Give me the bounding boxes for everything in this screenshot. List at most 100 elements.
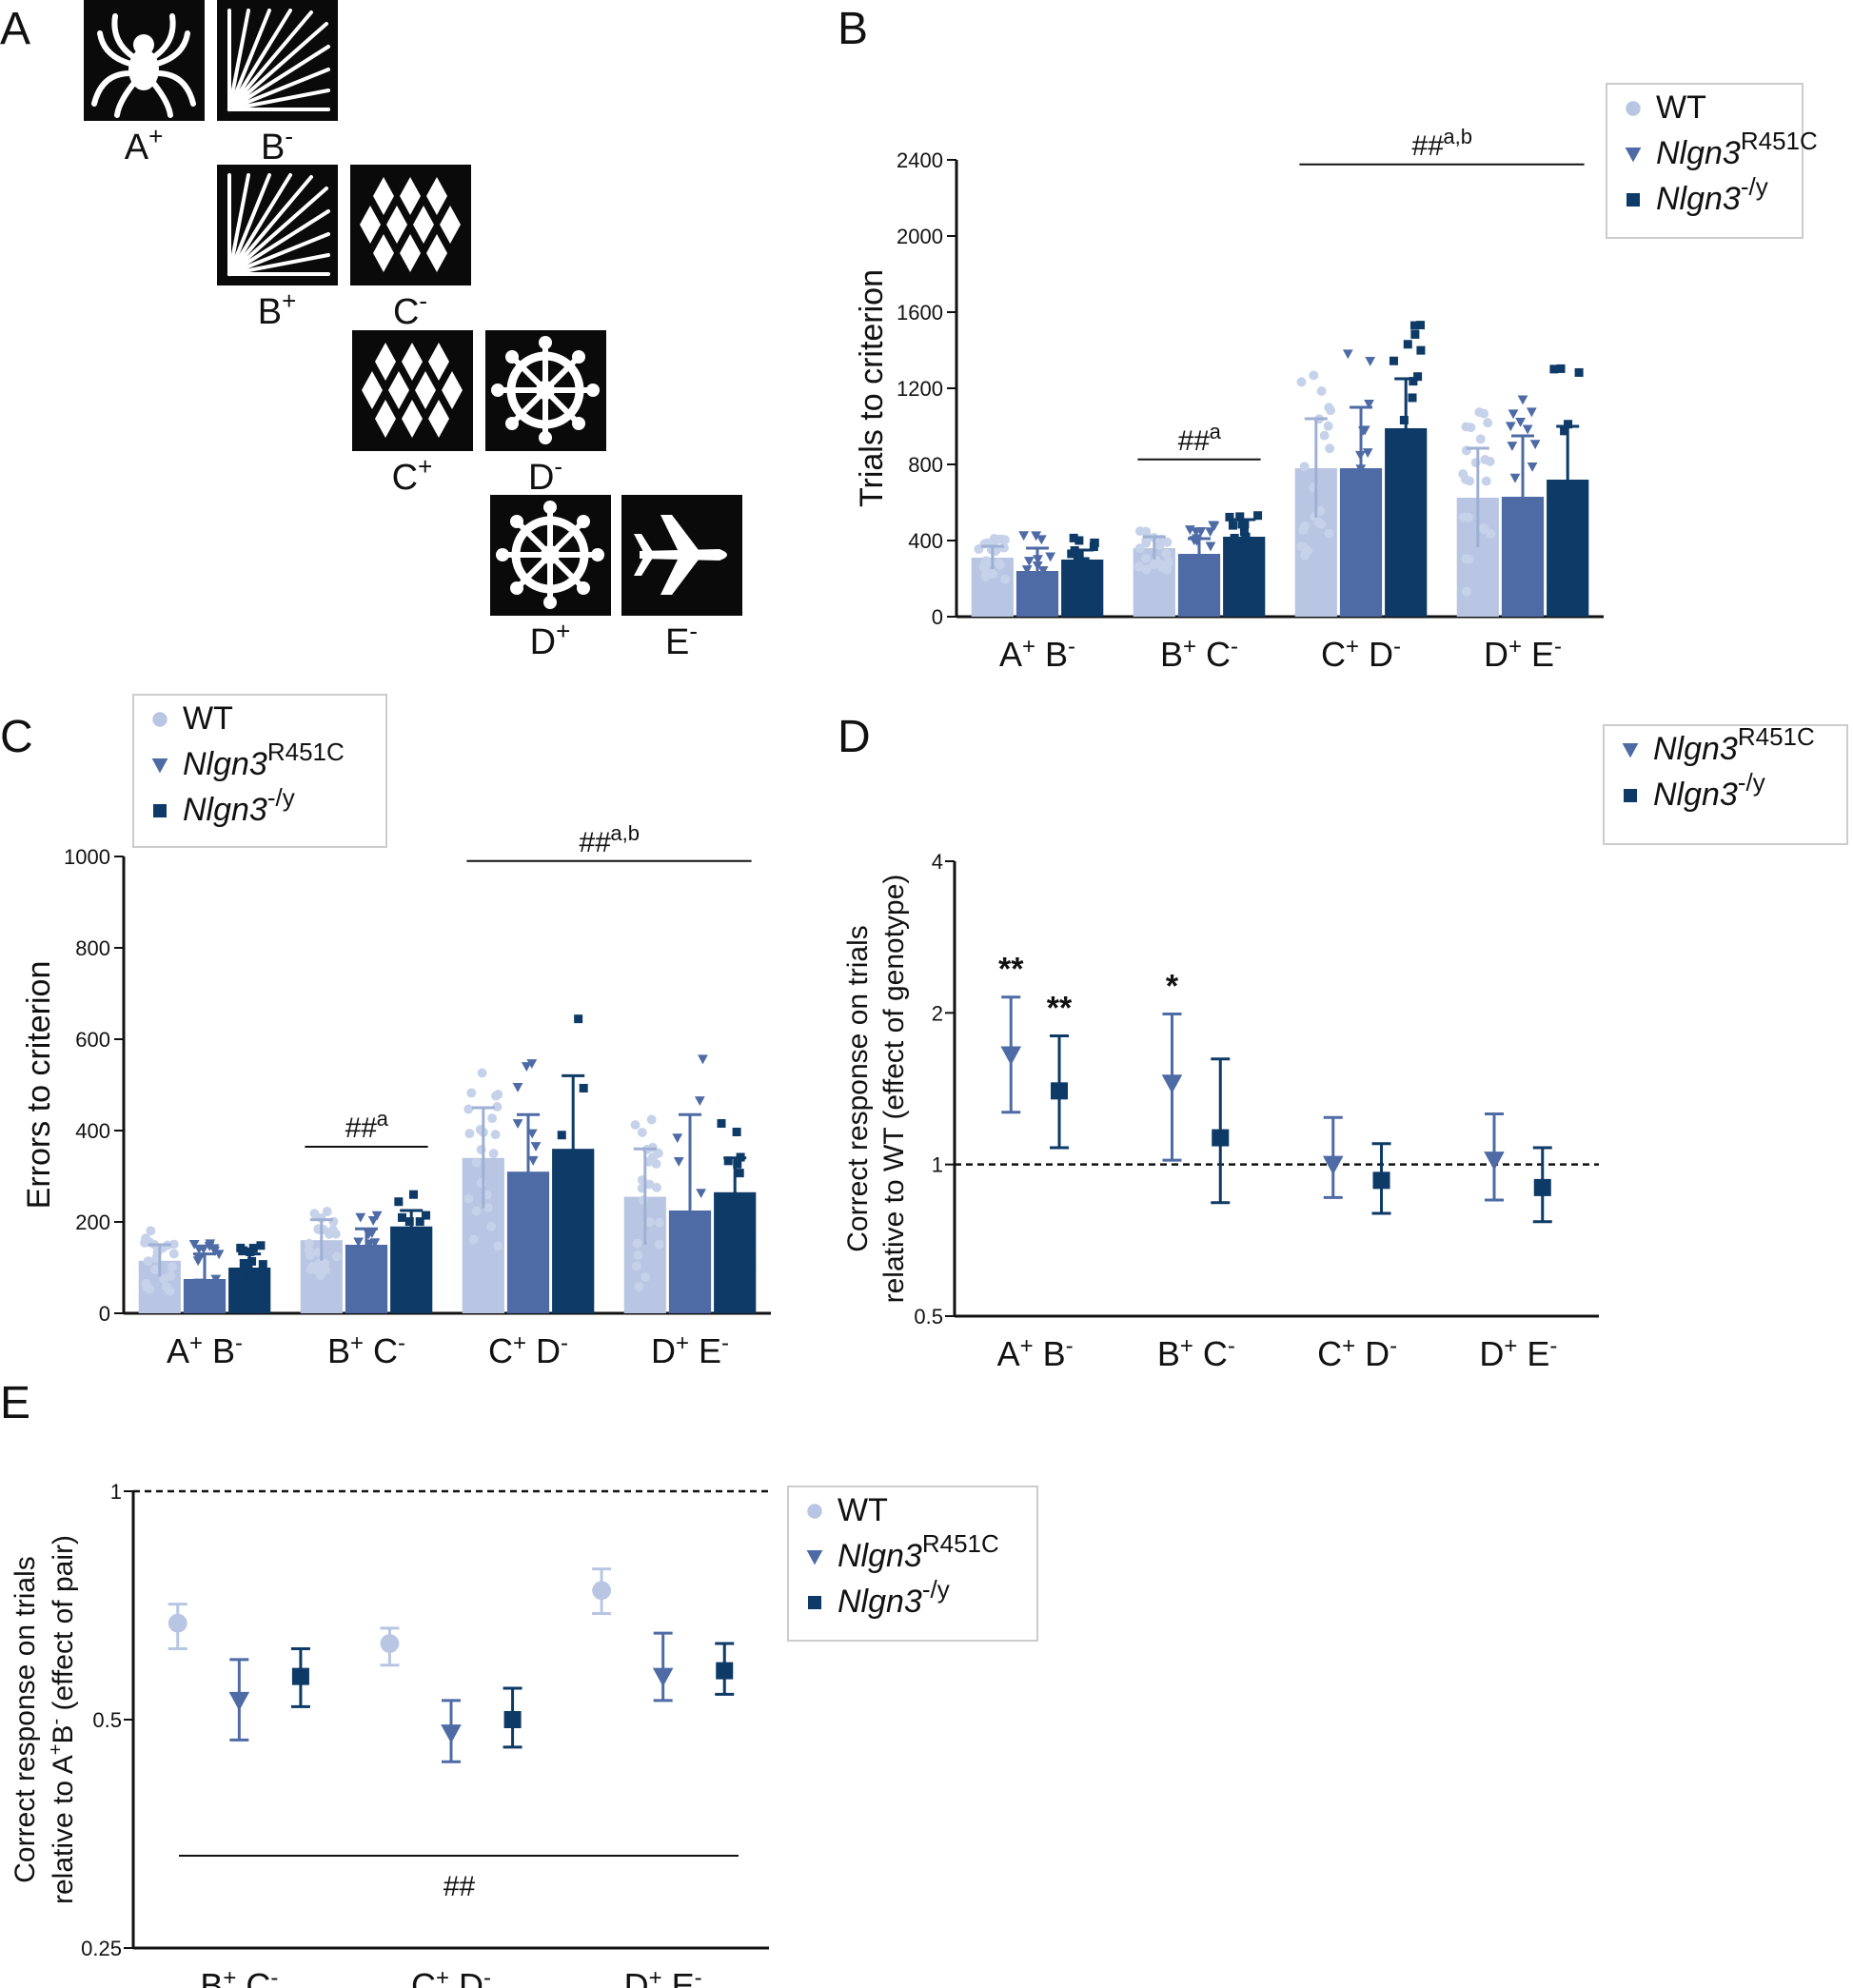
data-point: [724, 1197, 734, 1207]
significance-label: ##a: [1177, 419, 1221, 457]
significance-star: *: [1166, 968, 1179, 1004]
data-point: [638, 1195, 648, 1206]
data-point: [1567, 574, 1576, 583]
data-point: [371, 1211, 383, 1221]
data-point: [490, 1130, 501, 1140]
data-point: [1403, 340, 1412, 349]
data-point: [210, 1298, 222, 1309]
stimulus-d-plus: D+: [490, 495, 611, 662]
y-tick-label: 1: [110, 1480, 122, 1504]
y-tick-label: 1000: [64, 845, 110, 869]
data-point: [1195, 526, 1207, 537]
legend-marker: [1624, 789, 1637, 802]
data-point: [291, 1667, 309, 1685]
panel-label-d: D: [838, 712, 871, 762]
x-tick-label: D+ E-: [1479, 1333, 1557, 1374]
stimulus-e-minus: E-: [621, 495, 742, 662]
data-point: [1237, 520, 1247, 529]
data-point: [1205, 541, 1216, 552]
data-point: [258, 1260, 267, 1270]
data-point: [487, 1113, 498, 1124]
data-point: [1475, 434, 1486, 444]
data-point: [1413, 372, 1423, 382]
data-point: [1517, 395, 1528, 405]
data-point: [408, 1190, 418, 1199]
data-point: [513, 1253, 523, 1264]
data-point: [1461, 554, 1471, 564]
data-point: [654, 1239, 664, 1250]
data-point: [1529, 440, 1541, 450]
panel-label-a: A: [0, 4, 30, 54]
data-point: [735, 1169, 744, 1178]
data-point: [1000, 574, 1011, 584]
data-point: [637, 1128, 647, 1137]
data-point: [1343, 483, 1354, 494]
legend-label: WT: [1656, 89, 1706, 126]
data-point: [210, 1274, 222, 1285]
legend-marker: [1626, 101, 1641, 116]
data-point: [670, 1285, 681, 1295]
x-tick-label: C+ D-: [1321, 634, 1401, 675]
data-point: [641, 1272, 651, 1283]
data-point: [574, 1219, 583, 1229]
significance-label: ##a: [345, 1107, 388, 1145]
legend-marker: [1622, 743, 1639, 758]
stimulus-a-plus: A+: [84, 0, 205, 167]
data-point: [404, 1241, 414, 1250]
data-point: [248, 1278, 258, 1288]
data-point: [526, 1129, 538, 1139]
data-point: [1410, 329, 1420, 339]
data-point: [1323, 421, 1333, 431]
legend-marker: [151, 758, 168, 774]
data-point: [189, 1302, 201, 1312]
data-point: [698, 1282, 709, 1292]
data-point: [1140, 553, 1151, 563]
data-point: [566, 1263, 576, 1272]
data-point: [1232, 548, 1241, 558]
data-point: [143, 1256, 153, 1267]
data-point: [1416, 345, 1426, 355]
data-point: [1484, 1151, 1505, 1171]
data-point: [1514, 578, 1526, 588]
data-point: [188, 1239, 200, 1250]
data-point: [1372, 1171, 1390, 1190]
data-point: [1325, 443, 1335, 454]
legend-marker: [1625, 148, 1642, 163]
data-point: [1350, 483, 1361, 494]
x-tick-label: D+ E-: [624, 1965, 702, 1988]
data-point: [1154, 559, 1165, 569]
data-point: [732, 1127, 741, 1136]
data-point: [655, 1217, 664, 1228]
y-tick-label: 0: [932, 605, 943, 629]
stimulus-d-minus: D-: [485, 330, 606, 498]
legend-marker: [152, 712, 168, 727]
data-point: [632, 1238, 642, 1249]
data-point: [1533, 1178, 1551, 1196]
data-point: [168, 1249, 179, 1259]
data-point: [1409, 377, 1418, 386]
data-point: [492, 1102, 503, 1112]
data-point: [721, 1265, 731, 1274]
data-point: [304, 1238, 314, 1249]
data-point: [353, 1237, 365, 1248]
data-point: [1091, 571, 1100, 581]
data-point: [743, 1261, 753, 1270]
data-point: [165, 1286, 175, 1296]
data-point: [1235, 512, 1245, 522]
y-axis-label: relative to A+B- (effect of pair): [46, 1535, 79, 1904]
legend-label: Nlgn3R451C: [1653, 722, 1815, 767]
data-point: [720, 1205, 730, 1214]
x-tick-label: C+ D-: [1317, 1333, 1397, 1374]
legend-label: WT: [183, 700, 233, 737]
data-point: [1161, 1074, 1183, 1094]
legend-label: WT: [838, 1492, 888, 1528]
data-point: [1316, 386, 1327, 396]
data-point: [464, 1129, 475, 1139]
data-point: [673, 1157, 684, 1167]
data-point: [1296, 541, 1306, 551]
y-tick-label: 2: [932, 1001, 943, 1025]
chart-trials: 0 400 800 1200 1600 2000 2400 Trials to criteri…: [854, 124, 1604, 674]
data-point: [1527, 463, 1538, 472]
data-point: [483, 1203, 494, 1212]
